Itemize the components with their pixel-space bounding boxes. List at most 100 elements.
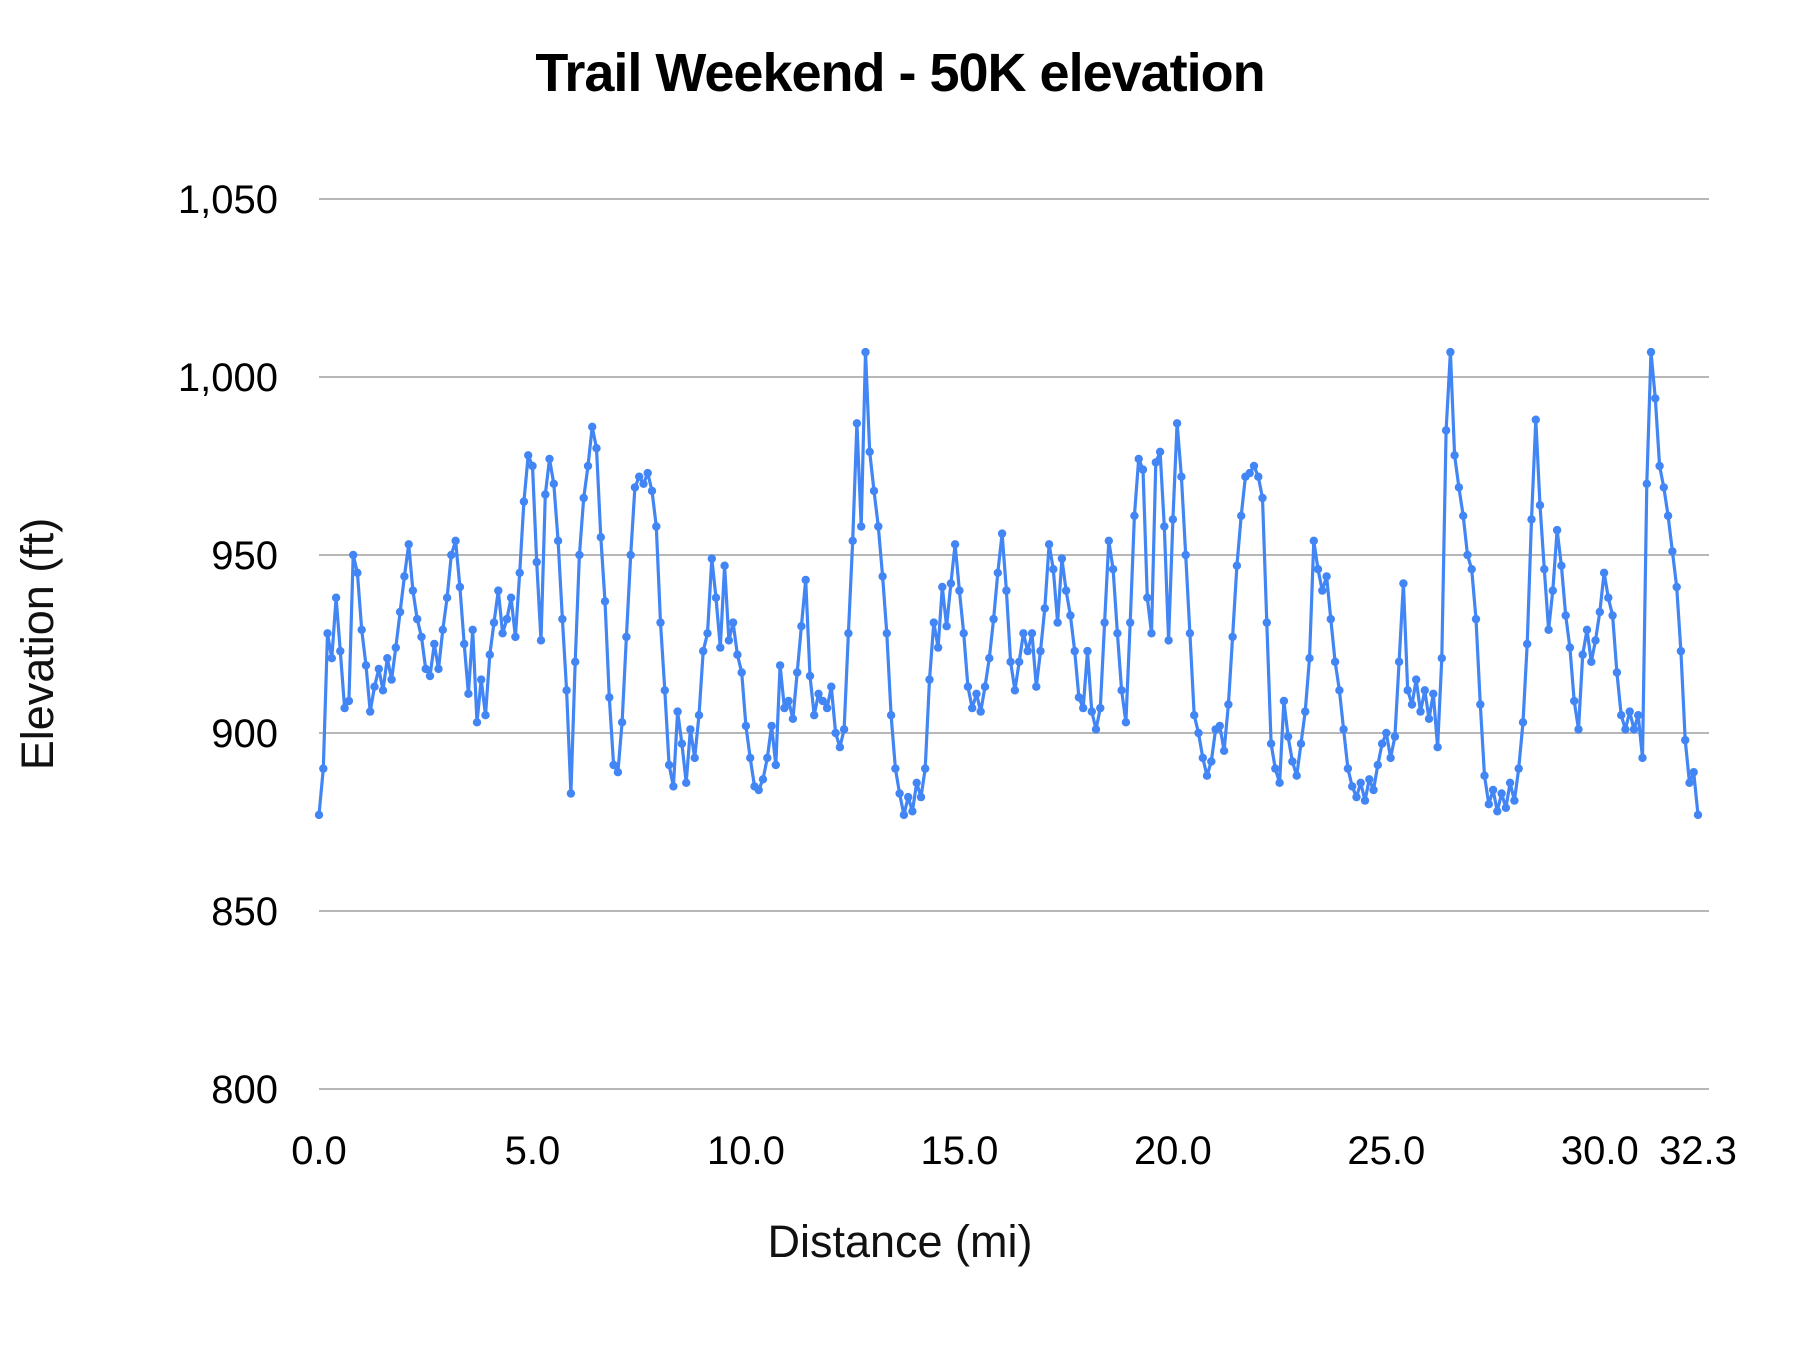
data-point-marker[interactable] [1194,728,1203,738]
data-point-marker[interactable] [1369,785,1378,795]
data-point-marker[interactable] [1668,547,1677,556]
data-point-marker[interactable] [1501,803,1511,812]
data-point-marker[interactable] [1424,714,1434,723]
data-point-marker[interactable] [502,614,512,624]
data-point-marker[interactable] [1523,639,1532,649]
data-point-marker[interactable] [1429,689,1438,698]
data-point-marker[interactable] [801,575,810,585]
data-point-marker[interactable] [699,646,708,656]
data-point-marker[interactable] [1040,604,1050,613]
data-point-marker[interactable] [669,782,678,791]
data-point-marker[interactable] [929,618,938,627]
data-point-marker[interactable] [874,522,883,531]
data-point-marker[interactable] [1510,796,1519,805]
data-point-marker[interactable] [1057,554,1067,563]
data-point-marker[interactable] [1326,614,1336,624]
data-point-marker[interactable] [592,444,601,453]
data-point-marker[interactable] [1190,711,1199,720]
data-point-marker[interactable] [1612,668,1622,677]
data-point-marker[interactable] [366,707,375,716]
data-point-marker[interactable] [349,550,358,560]
data-point-marker[interactable] [1531,415,1541,424]
data-point-marker[interactable] [1403,686,1412,695]
data-point-marker[interactable] [1074,693,1084,702]
data-point-marker[interactable] [1172,419,1182,428]
data-point-marker[interactable] [571,657,580,666]
data-point-marker[interactable] [1437,654,1447,663]
data-point-marker[interactable] [1215,721,1225,731]
data-point-marker[interactable] [1386,753,1395,763]
data-point-marker[interactable] [532,557,541,567]
data-point-marker[interactable] [835,743,845,752]
data-point-marker[interactable] [899,810,909,820]
data-point-marker[interactable] [1625,707,1634,716]
data-point-marker[interactable] [1117,686,1126,695]
data-point-marker[interactable] [660,686,669,695]
data-point-marker[interactable] [460,639,469,649]
data-point-marker[interactable] [1100,618,1109,627]
data-point-marker[interactable] [421,664,430,674]
data-point-marker[interactable] [647,486,657,496]
data-point-marker[interactable] [524,451,533,460]
data-point-marker[interactable] [1634,711,1643,720]
data-point-marker[interactable] [933,643,943,652]
data-point-marker[interactable] [1407,700,1417,709]
data-point-marker[interactable] [477,675,486,684]
data-point-marker[interactable] [1621,725,1630,734]
data-point-marker[interactable] [737,668,746,677]
data-point-marker[interactable] [724,636,734,645]
data-point-marker[interactable] [1283,732,1293,741]
data-point-marker[interactable] [1441,426,1451,435]
data-point-marker[interactable] [340,703,349,713]
data-point-marker[interactable] [946,579,956,588]
data-point-marker[interactable] [1629,725,1639,734]
data-point-marker[interactable] [1377,739,1387,748]
data-point-marker[interactable] [408,586,418,595]
data-point-marker[interactable] [1382,728,1391,738]
data-point-marker[interactable] [1578,650,1587,659]
data-point-marker[interactable] [959,629,968,638]
data-point-marker[interactable] [818,696,827,706]
data-point-marker[interactable] [600,597,610,606]
data-point-marker[interactable] [1663,511,1673,520]
data-point-marker[interactable] [921,764,930,773]
data-point-marker[interactable] [400,572,409,581]
data-point-marker[interactable] [1689,768,1698,777]
data-point-marker[interactable] [609,760,618,770]
data-point-marker[interactable] [451,536,460,545]
data-point-marker[interactable] [865,447,874,456]
data-point-marker[interactable] [720,561,729,570]
data-point-marker[interactable] [805,671,815,681]
data-point-marker[interactable] [848,536,857,545]
data-point-marker[interactable] [498,629,507,638]
data-point-marker[interactable] [344,696,354,706]
data-point-marker[interactable] [596,533,605,542]
data-point-marker[interactable] [1476,700,1485,709]
data-point-marker[interactable] [1275,778,1284,787]
data-point-marker[interactable] [1570,696,1579,706]
data-point-marker[interactable] [1108,565,1118,574]
data-point-marker[interactable] [404,540,413,549]
data-point-marker[interactable] [395,607,405,617]
data-point-marker[interactable] [1138,465,1148,474]
data-point-marker[interactable] [1335,686,1344,695]
data-point-marker[interactable] [1471,614,1481,624]
data-point-marker[interactable] [1254,472,1263,481]
data-point-marker[interactable] [323,629,332,638]
data-point-marker[interactable] [361,661,371,670]
data-point-marker[interactable] [1352,792,1361,802]
data-point-marker[interactable] [869,486,879,496]
data-point-marker[interactable] [1066,611,1075,620]
data-point-marker[interactable] [489,618,499,627]
data-point-marker[interactable] [1126,618,1135,627]
data-point-marker[interactable] [468,625,477,634]
data-point-marker[interactable] [1480,771,1489,780]
data-point-marker[interactable] [1104,536,1114,545]
data-point-marker[interactable] [857,522,866,531]
data-point-marker[interactable] [822,703,832,713]
data-point-marker[interactable] [784,696,793,706]
data-point-marker[interactable] [788,714,798,723]
data-point-marker[interactable] [357,625,366,634]
data-point-marker[interactable] [912,778,921,787]
data-point-marker[interactable] [1348,782,1357,791]
